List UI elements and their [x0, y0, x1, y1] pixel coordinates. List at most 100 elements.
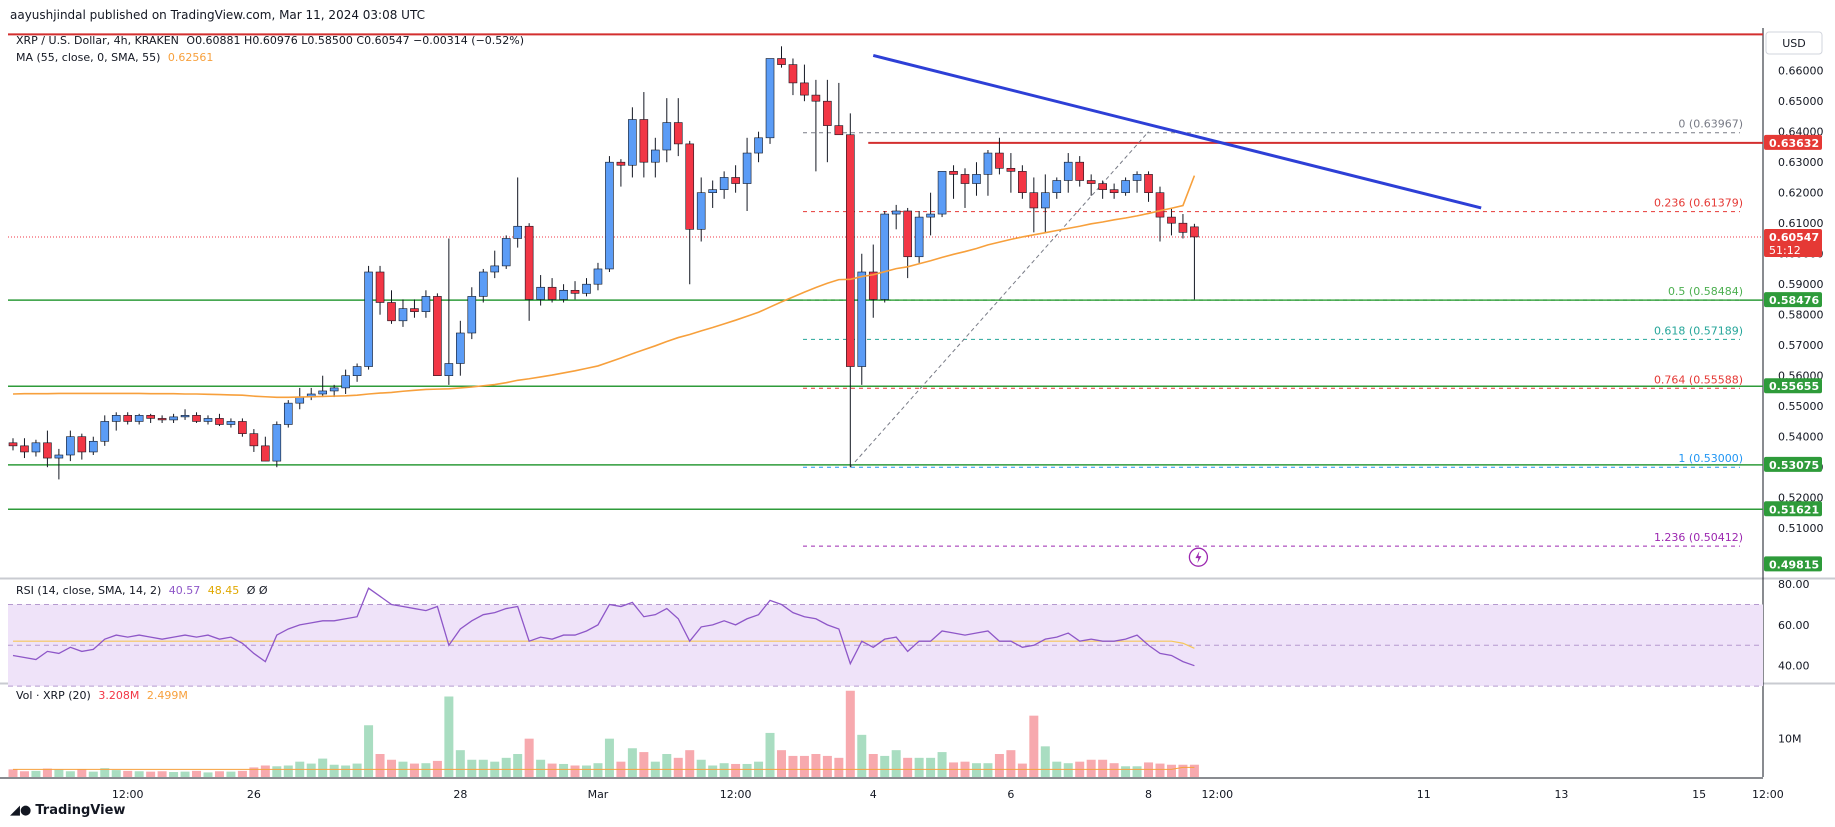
candle-body [903, 210, 912, 258]
candle [134, 413, 144, 425]
candle [708, 180, 717, 208]
volume-bar [685, 750, 695, 777]
candle-body [43, 442, 52, 459]
candle-body [100, 421, 110, 442]
volume-bar [19, 771, 29, 777]
y-tick-label: 0.62000 [1778, 187, 1824, 200]
volume-bar [203, 772, 213, 777]
vol-legend: Vol · XRP (20) 3.208M 2.499M [16, 689, 192, 702]
candle [1167, 207, 1176, 236]
candle [398, 299, 408, 327]
volume-bar [123, 770, 133, 777]
candle [66, 430, 75, 462]
candle [501, 235, 511, 269]
candle-body [467, 296, 477, 334]
candle-body [765, 58, 775, 139]
candle-body [949, 171, 958, 175]
vol-ma-value: 2.499M [146, 689, 188, 702]
fib-level-label: 1 (0.53000) [1678, 452, 1743, 465]
y-tick-label: 0.66000 [1778, 65, 1824, 78]
x-tick-label: 12:00 [1752, 788, 1784, 801]
candle-body [868, 271, 878, 300]
candle-body [547, 286, 557, 300]
candle-body [891, 210, 901, 215]
candle-body [777, 58, 786, 65]
volume-bar [111, 770, 121, 777]
candle-body [364, 271, 373, 367]
y-tick-label: 0.61000 [1778, 217, 1824, 230]
candle-body [593, 268, 603, 285]
volume-bar [42, 768, 52, 777]
candle-body [66, 436, 75, 456]
volume-bar [708, 765, 718, 777]
candle-body [685, 143, 695, 230]
candle [788, 58, 798, 96]
candle [283, 400, 293, 428]
volume-bar [192, 770, 202, 777]
candle [639, 92, 649, 178]
candle-body [1018, 171, 1027, 194]
candle [960, 168, 970, 208]
price-tag-label: 0.49815 [1769, 558, 1819, 571]
price-tag [1764, 456, 1822, 472]
rsi-line [12, 587, 1195, 667]
volume-bar [1189, 764, 1199, 777]
volume-bar [318, 758, 328, 777]
candle [696, 177, 706, 242]
rsi-tick-label: 40.00 [1778, 660, 1810, 673]
volume-bar [1109, 763, 1119, 777]
price-tag [1764, 134, 1822, 150]
candle [972, 162, 981, 196]
candle [169, 413, 178, 423]
candle [949, 165, 958, 199]
rsi-tick-label: 80.00 [1778, 578, 1810, 591]
candle-body [513, 225, 522, 239]
ohlc-values: O0.60881 H0.60976 L0.58500 C0.60547 −0.0… [186, 34, 525, 47]
volume-bar [696, 759, 706, 777]
candle [834, 82, 844, 136]
candle-body [490, 265, 500, 273]
volume-bar [880, 755, 890, 777]
price-tag-label: 0.63632 [1769, 137, 1819, 150]
candle-body [456, 332, 465, 364]
candle [261, 436, 270, 462]
candle-body [1075, 161, 1085, 181]
volume-bar [387, 759, 397, 777]
tradingview-logo: ◢● TradingView [10, 803, 126, 818]
fib-level-label: 1.236 (0.50412) [1654, 531, 1743, 544]
volume-bar [593, 763, 603, 777]
candle-body [708, 189, 717, 193]
candle [421, 290, 431, 318]
candle [1121, 177, 1130, 196]
x-tick-label: 15 [1692, 788, 1706, 801]
candle-body [226, 421, 236, 425]
candle [1018, 165, 1027, 199]
trendline [872, 53, 1482, 210]
candle-body [719, 177, 729, 190]
volume-bar [444, 696, 454, 777]
candle [983, 150, 993, 196]
candle-body [846, 134, 855, 367]
x-tick-label: 4 [870, 788, 877, 801]
volume-bar [1006, 750, 1016, 777]
candle [180, 409, 190, 420]
x-tick-label: 26 [247, 788, 261, 801]
candle [1109, 183, 1119, 199]
volume-bar [501, 757, 511, 777]
volume-bar [1178, 764, 1188, 777]
volume-bar [249, 767, 259, 777]
price-tag-label: 0.55655 [1769, 380, 1819, 393]
x-tick-label: 13 [1554, 788, 1568, 801]
volume-bar [409, 763, 419, 777]
candle [811, 79, 821, 172]
volume-bar [742, 763, 752, 777]
rsi-legend: RSI (14, close, SMA, 14, 2) 40.57 48.45 … [16, 584, 272, 597]
volume-bar [604, 738, 614, 777]
candle-body [180, 415, 190, 418]
candle [1041, 174, 1050, 233]
candle-body [169, 416, 178, 421]
candle [433, 293, 442, 376]
volume-bar [926, 757, 936, 777]
y-tick-label: 0.54000 [1778, 431, 1824, 444]
